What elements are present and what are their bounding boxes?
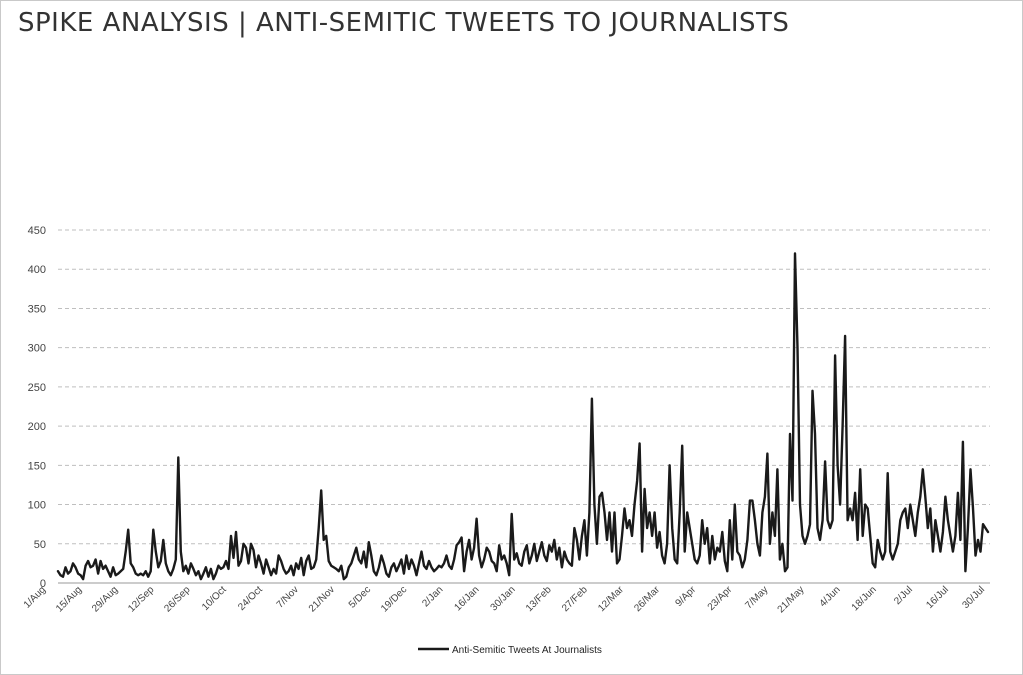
x-tick-label: 5/Dec bbox=[347, 584, 373, 610]
y-axis: 0 50 100 150 200 250 300 350 400 450 bbox=[28, 225, 46, 590]
y-tick-label: 100 bbox=[28, 500, 46, 512]
x-tick-label: 12/Mar bbox=[596, 584, 626, 614]
x-tick-label: 12/Sep bbox=[126, 584, 156, 614]
x-tick-label: 13/Feb bbox=[524, 584, 554, 614]
x-tick-label: 21/Nov bbox=[307, 584, 337, 614]
x-tick-label: 30/Jul bbox=[960, 584, 987, 611]
y-tick-label: 350 bbox=[28, 303, 46, 315]
x-tick-label: 9/Apr bbox=[674, 584, 699, 609]
x-tick-label: 16/Jan bbox=[452, 584, 481, 613]
x-axis: 1/Aug 15/Aug 29/Aug 12/Sep 26/Sep 10/Oct 24/Oc… bbox=[22, 582, 990, 615]
x-tick-label: 27/Feb bbox=[560, 584, 590, 614]
x-tick-label: 4/Jun bbox=[818, 584, 843, 609]
legend-label: Anti-Semitic Tweets At Journalists bbox=[452, 645, 602, 656]
x-tick-label: 23/Apr bbox=[706, 584, 735, 613]
x-tick-label: 7/Nov bbox=[275, 584, 301, 610]
x-tick-label: 29/Aug bbox=[90, 584, 120, 614]
series-line bbox=[56, 252, 990, 581]
x-tick-label: 16/Jul bbox=[924, 584, 951, 611]
y-tick-label: 0 bbox=[40, 578, 46, 590]
x-tick-label: 2/Jan bbox=[420, 584, 445, 609]
gridlines bbox=[58, 229, 990, 545]
y-tick-label: 400 bbox=[28, 264, 46, 276]
x-tick-label: 1/Aug bbox=[22, 584, 48, 610]
x-tick-label: 26/Sep bbox=[162, 584, 192, 614]
series-group bbox=[56, 252, 990, 581]
x-tick-label: 26/Mar bbox=[632, 584, 662, 614]
y-tick-label: 200 bbox=[28, 421, 46, 433]
x-tick-label: 21/May bbox=[776, 584, 807, 615]
y-tick-label: 450 bbox=[28, 225, 46, 237]
x-tick-label: 10/Oct bbox=[200, 584, 229, 613]
y-tick-label: 50 bbox=[34, 539, 46, 551]
x-tick-label: 15/Aug bbox=[54, 584, 84, 614]
y-tick-label: 150 bbox=[28, 460, 46, 472]
x-tick-label: 24/Oct bbox=[236, 584, 265, 613]
x-tick-label: 7/May bbox=[743, 584, 770, 611]
x-tick-label: 30/Jan bbox=[489, 584, 518, 613]
x-tick-label: 19/Dec bbox=[379, 584, 409, 614]
x-tick-label: 2/Jul bbox=[892, 584, 915, 607]
y-tick-label: 250 bbox=[28, 382, 46, 394]
y-tick-label: 300 bbox=[28, 343, 46, 355]
x-tick-label: 18/Jun bbox=[850, 584, 879, 613]
legend: Anti-Semitic Tweets At Journalists bbox=[418, 645, 602, 656]
page-title: SPIKE ANALYSIS | ANTI-SEMITIC TWEETS TO … bbox=[18, 8, 790, 38]
